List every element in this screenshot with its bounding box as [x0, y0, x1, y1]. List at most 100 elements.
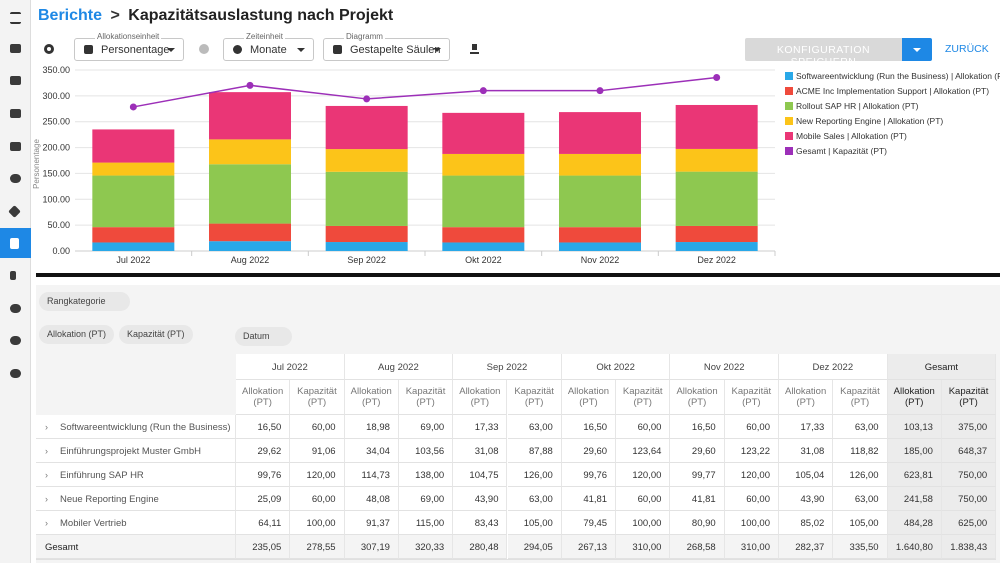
legend-swatch [785, 102, 793, 110]
x-tick-label: Jul 2022 [116, 255, 150, 265]
table-cell: 60,00 [290, 487, 345, 511]
bar-segment [92, 242, 175, 251]
dropdown[interactable]: Diagramm Gestapelte Säulen [323, 32, 450, 61]
nav-icon[interactable] [10, 369, 21, 378]
field-chip[interactable]: Allokation (PT) [39, 325, 115, 344]
menu-icon[interactable] [10, 12, 21, 24]
settings-icon[interactable] [44, 44, 54, 54]
row-label[interactable]: Einführungsprojekt Muster GmbH [36, 439, 236, 463]
dropdown-value: Monate [250, 44, 287, 56]
bar-segment [675, 171, 758, 226]
dropdown-value: Personentage [101, 44, 170, 56]
legend-swatch [785, 117, 793, 125]
row-label[interactable]: Softwareentwicklung (Run the Business) [36, 415, 236, 439]
breadcrumb-link[interactable]: Berichte [38, 7, 103, 24]
table-cell: 91,06 [290, 439, 345, 463]
table-cell: 1.838,43 [941, 535, 997, 559]
table-cell: 138,00 [398, 463, 454, 487]
measure-header: Allokation (PT) [236, 380, 291, 415]
save-button[interactable]: KONFIGURATION SPEICHERN [745, 38, 902, 68]
bar-segment [675, 242, 758, 251]
table-cell: 83,43 [453, 511, 508, 535]
table-cell: 120,00 [290, 463, 345, 487]
y-tick-label: 50.00 [47, 220, 70, 230]
measure-header: Allokation (PT) [344, 380, 399, 415]
dropdown[interactable]: Zeiteinheit Monate [223, 32, 314, 61]
table-cell: 241,58 [887, 487, 942, 511]
table-cell: 41,81 [670, 487, 725, 511]
table-cell: 48,08 [344, 487, 399, 511]
save-menu-button[interactable] [902, 38, 932, 61]
line-point [129, 103, 137, 111]
bar-segment [442, 227, 525, 243]
nav-icon[interactable] [10, 142, 21, 151]
table-cell: 43,90 [779, 487, 834, 511]
table-cell: 310,00 [724, 535, 779, 559]
table-cell: 268,58 [670, 535, 725, 559]
bar-segment [442, 153, 525, 176]
nav-icon[interactable] [10, 174, 21, 183]
dropdown[interactable]: Allokationseinheit Personentage [74, 32, 184, 61]
table-cell: 63,00 [507, 415, 562, 439]
column-header: Jul 2022 [236, 354, 345, 380]
field-chip[interactable]: Rangkategorie [39, 292, 130, 311]
field-chip[interactable]: Datum [235, 327, 292, 346]
expand-icon: › [45, 518, 48, 528]
row-label[interactable]: Einführung SAP HR [36, 463, 236, 487]
table-cell: 60,00 [616, 415, 671, 439]
expand-icon: › [45, 494, 48, 504]
table-cell: 60,00 [724, 415, 779, 439]
legend-label: Softwareentwicklung (Run the Business) |… [796, 71, 1000, 81]
table-cell: 43,90 [453, 487, 508, 511]
bar-segment [442, 242, 525, 251]
table-cell: 29,62 [236, 439, 291, 463]
bar-segment [559, 112, 641, 154]
back-link[interactable]: ZURÜCK [945, 43, 989, 55]
table-cell: 750,00 [941, 487, 997, 511]
line-point [246, 81, 254, 89]
row-label[interactable]: Neue Reporting Engine [36, 487, 236, 511]
line-point [479, 87, 487, 95]
table-cell: 17,33 [453, 415, 508, 439]
nav-icon[interactable] [10, 271, 16, 280]
nav-icon[interactable] [10, 304, 21, 313]
measure-header: Allokation (PT) [453, 380, 508, 415]
column-header: Nov 2022 [670, 354, 779, 380]
download-icon[interactable] [470, 44, 479, 54]
nav-icon[interactable] [10, 109, 21, 118]
bar-segment [325, 242, 408, 251]
table-cell: 278,55 [290, 535, 345, 559]
table-cell: 126,00 [507, 463, 562, 487]
measure-header: Kapazität (PT) [290, 380, 345, 415]
nav-icon[interactable] [10, 336, 21, 345]
table-cell: 267,13 [561, 535, 617, 559]
column-header: Sep 2022 [453, 354, 562, 380]
label-column-bg [36, 354, 236, 415]
table-cell: 99,77 [670, 463, 725, 487]
nav-icon[interactable] [10, 76, 21, 85]
table-cell: 114,73 [344, 463, 399, 487]
bar-segment [92, 129, 175, 163]
palette-icon[interactable] [199, 44, 209, 54]
bar-segment [675, 148, 758, 172]
nav-icon[interactable] [10, 238, 19, 249]
field-chip[interactable]: Kapazität (PT) [119, 325, 193, 344]
sidebar [0, 0, 31, 563]
measure-header: Allokation (PT) [561, 380, 617, 415]
measure-header: Kapazität (PT) [941, 380, 997, 415]
y-axis-label: Personentage [32, 139, 41, 189]
column-header: Okt 2022 [561, 354, 671, 380]
dropdown-label: Zeiteinheit [244, 32, 285, 41]
x-tick-label: Sep 2022 [347, 255, 386, 265]
table-cell: 25,09 [236, 487, 291, 511]
row-label[interactable]: Mobiler Vertrieb [36, 511, 236, 535]
x-tick-label: Nov 2022 [581, 255, 620, 265]
legend-swatch [785, 72, 793, 80]
nav-icon[interactable] [10, 44, 21, 53]
dropdown-value: Gestapelte Säulen [350, 44, 441, 56]
splitter[interactable] [36, 273, 1000, 277]
expand-icon: › [45, 446, 48, 456]
bar-segment [325, 149, 408, 172]
bar-segment [92, 175, 175, 228]
